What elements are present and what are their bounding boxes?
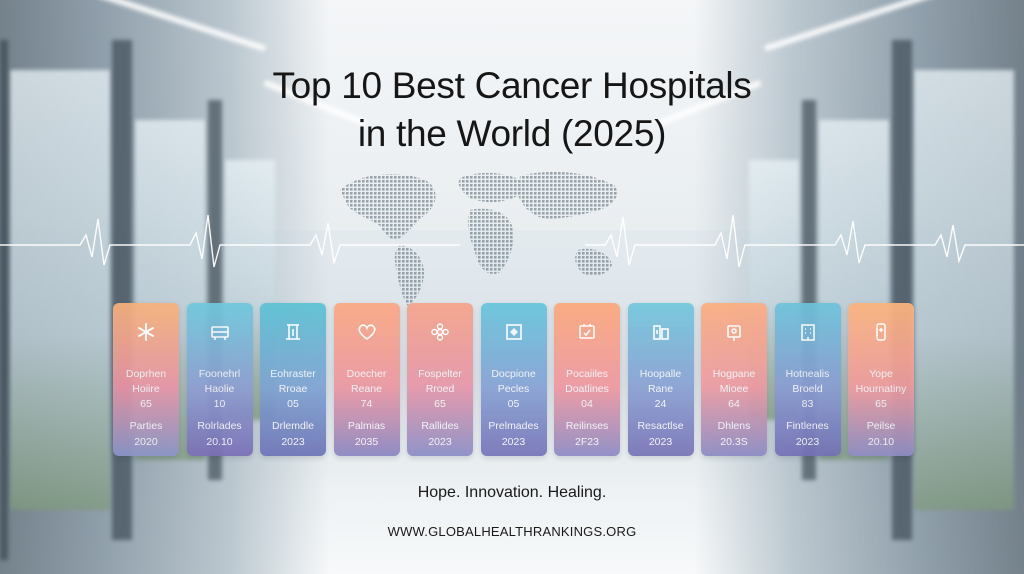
window-left-1 [10, 70, 110, 510]
card-text-2: Haolie [204, 383, 235, 395]
card-text-5: 2023 [281, 436, 305, 448]
asterisk-icon [113, 321, 179, 345]
heart-icon [334, 321, 400, 345]
heartbeat-line-right [585, 214, 1024, 268]
card-text-1: Doecher [346, 368, 387, 380]
card-text-5: 20.10 [206, 436, 233, 448]
card-text-4: Palmias [347, 420, 386, 432]
card-text-2: Doatlines [565, 383, 609, 395]
card-text-3: 05 [287, 398, 299, 410]
flower-icon [407, 321, 473, 345]
card-text-1: Yope [869, 368, 893, 380]
card-text-4: Parties [129, 420, 163, 432]
medkit-icon [628, 321, 694, 345]
card-text-2: Mioee [719, 383, 749, 395]
card-text-3: 65 [140, 398, 152, 410]
badge-icon [701, 321, 767, 345]
hospital-card[interactable]: Docpione Pecles 05 Prelmades 2023 [480, 303, 547, 456]
hospital-bed-icon [187, 321, 253, 345]
pillars-icon [260, 321, 326, 345]
card-text-1: Pocaiiles [565, 368, 609, 380]
card-text-1: Hotnealis [785, 368, 830, 380]
card-text-2: Rroed [425, 383, 455, 395]
card-text-5: 2023 [501, 436, 526, 448]
card-text-4: Prelmades [488, 420, 539, 432]
heartbeat-line-left [0, 214, 460, 268]
card-text-3: 10 [213, 398, 226, 410]
card-text-4: Rolrlades [197, 420, 242, 432]
card-text-2: Rane [647, 383, 674, 395]
card-text-2: Rroae [278, 383, 308, 395]
diamond-icon [481, 321, 547, 345]
card-text-2: Reane [351, 383, 382, 395]
card-text-2: Hournatiny [855, 383, 907, 395]
card-text-3: 64 [728, 398, 740, 410]
vial-icon [848, 321, 914, 345]
card-text-5: 2F23 [575, 436, 599, 448]
hospital-card[interactable]: Foonehrl Haolie 10 Rolrlades 20.10 [186, 303, 253, 456]
hospital-cards: Doprhen Hoiire 65 Parties 2020 Foonehrl Haolie… [113, 303, 914, 456]
hospital-card[interactable]: Pocaiiles Doatlines 04 Reilinses 2F23 [554, 303, 620, 456]
card-text-1: Docpione [491, 368, 536, 380]
world-map-graphic [340, 171, 618, 306]
card-text-4: Resactlse [637, 420, 684, 432]
card-text-1: Hogpane [712, 368, 756, 380]
hospital-card[interactable]: Yope Hournatiny 65 Peilse 20.10 [848, 303, 914, 456]
card-text-3: 24 [654, 398, 667, 410]
hospital-card[interactable]: Hotnealis Broeld 83 Fintlenes 2023 [774, 303, 841, 456]
card-text-2: Broeld [792, 383, 823, 395]
card-text-3: 04 [581, 398, 593, 410]
card-text-5: 2023 [428, 436, 452, 448]
card-text-4: Reilinses [565, 420, 609, 432]
card-text-1: Fospelter [418, 368, 462, 380]
hospital-card[interactable]: Fospelter Rroed 65 Rallides 2023 [407, 303, 473, 456]
building-icon [775, 321, 841, 345]
card-text-5: 2020 [134, 436, 158, 448]
card-text-3: 05 [507, 398, 520, 410]
website-url[interactable]: WWW.GLOBALHEALTHRANKINGS.ORG [387, 524, 637, 539]
card-text-3: 65 [434, 398, 446, 410]
card-text-4: Fintlenes [786, 420, 829, 432]
medical-board-icon [554, 321, 620, 345]
hospital-card[interactable]: Hogpane Mioee 64 Dhlens 20.3S [701, 303, 767, 456]
hospital-card[interactable]: Hoopalle Rane 24 Resactlse 2023 [627, 303, 694, 456]
card-text-5: 20.10 [867, 436, 895, 448]
card-text-2: Hoiire [132, 383, 160, 395]
card-text-4: Dhlens [717, 420, 751, 432]
window-right-1 [914, 70, 1014, 510]
card-text-5: 20.3S [720, 436, 748, 448]
card-text-2: Pecles [497, 383, 530, 395]
title-line-2: in the World (2025) [357, 113, 667, 154]
hospital-card[interactable]: Eohraster Rroae 05 Drlemdle 2023 [260, 303, 326, 456]
card-text-5: 2023 [795, 436, 820, 448]
card-text-4: Rallides [421, 420, 459, 432]
card-text-4: Drlemdle [271, 420, 314, 432]
card-text-3: 65 [875, 398, 887, 410]
card-text-5: 2035 [354, 436, 379, 448]
card-text-1: Eohraster [270, 368, 316, 380]
card-text-3: 83 [801, 398, 814, 410]
frame-left-3 [0, 40, 8, 560]
card-text-1: Hoopalle [639, 368, 682, 380]
tagline: Hope. Innovation. Healing. [417, 484, 607, 501]
title-line-1: Top 10 Best Cancer Hospitals [272, 65, 752, 106]
card-text-4: Peilse [866, 420, 896, 432]
hospital-card[interactable]: Doprhen Hoiire 65 Parties 2020 [113, 303, 179, 456]
page-title: Top 10 Best Cancer Hospitals in the Worl… [0, 62, 1024, 158]
card-text-3: 74 [360, 398, 373, 410]
card-text-1: Doprhen [125, 368, 167, 380]
card-text-1: Foonehrl [198, 368, 241, 380]
hospital-card[interactable]: Doecher Reane 74 Palmias 2035 [333, 303, 400, 456]
card-text-5: 2023 [648, 436, 673, 448]
